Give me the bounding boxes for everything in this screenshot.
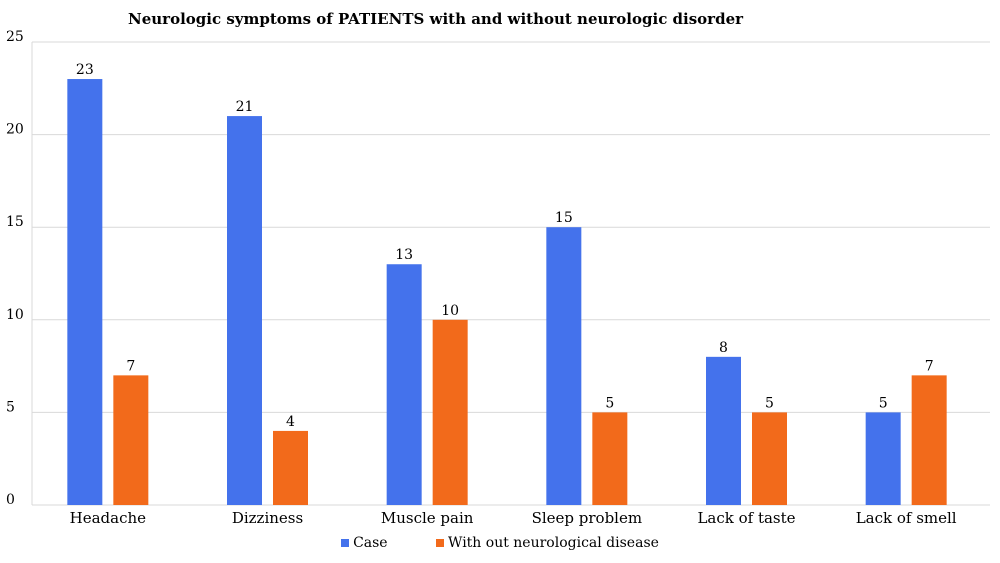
bar-case <box>67 79 103 505</box>
x-tick-label: Muscle pain <box>381 509 474 527</box>
legend-label-without: With out neurological disease <box>448 535 659 551</box>
data-label: 5 <box>605 395 614 411</box>
bar-without <box>432 319 468 505</box>
bar-without <box>592 412 628 505</box>
y-tick-label: 15 <box>6 214 24 230</box>
bar-case <box>386 264 422 505</box>
x-tick-label: Headache <box>70 509 147 527</box>
data-label: 4 <box>286 414 295 430</box>
chart-title: Neurologic symptoms of PATIENTS with and… <box>128 10 744 28</box>
y-tick-label: 0 <box>6 492 15 508</box>
y-tick-label: 5 <box>6 399 15 415</box>
bar-without <box>911 375 947 505</box>
data-label: 13 <box>395 247 413 263</box>
legend-item-without: With out neurological disease <box>436 535 659 551</box>
legend-swatch-case <box>341 539 350 547</box>
data-label: 8 <box>719 340 728 356</box>
bar-without <box>113 375 149 505</box>
data-label: 7 <box>126 358 135 374</box>
data-label: 10 <box>441 303 459 319</box>
x-tick-label: Sleep problem <box>532 509 643 527</box>
bar-without <box>273 430 308 505</box>
legend: Case With out neurological disease <box>0 535 1000 551</box>
data-label: 21 <box>236 99 254 115</box>
data-label: 15 <box>555 210 573 226</box>
legend-item-case: Case <box>341 535 388 551</box>
data-label: 5 <box>765 395 774 411</box>
data-label: 5 <box>879 395 888 411</box>
x-tick-label: Lack of taste <box>697 509 795 527</box>
y-tick-label: 20 <box>6 122 24 138</box>
bar-case <box>706 356 741 505</box>
y-tick-label: 10 <box>6 307 24 323</box>
data-label: 23 <box>76 62 94 78</box>
bar-case <box>865 412 901 505</box>
legend-swatch-without <box>436 539 445 547</box>
bar-case <box>546 227 582 505</box>
x-tick-label: Lack of smell <box>856 509 957 527</box>
x-tick-label: Dizziness <box>232 509 303 527</box>
y-tick-label: 25 <box>6 29 24 45</box>
bar-case <box>227 116 262 505</box>
bar-without <box>752 412 787 505</box>
data-label: 7 <box>925 358 934 374</box>
legend-label-case: Case <box>353 535 388 551</box>
